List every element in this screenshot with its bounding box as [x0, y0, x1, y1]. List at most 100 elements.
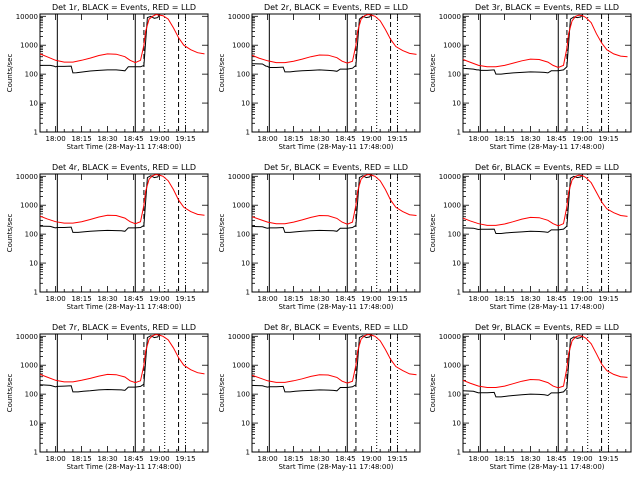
plot-frame — [39, 333, 209, 453]
y-tick-label: 1 — [34, 129, 38, 137]
detector-panel-9: Det 9r, BLACK = Events, RED = LLD 1 10 100 1… — [429, 323, 632, 471]
events-series-line — [40, 334, 160, 393]
y-tick-label: 1000 — [232, 42, 250, 50]
x-axis-title: Start Time (28-May-11 17:48:00) — [66, 463, 181, 471]
x-tick-label: 18:00 — [468, 135, 488, 143]
lld-series-line — [463, 335, 628, 389]
y-tick-label: 1 — [34, 289, 38, 297]
x-tick-label: 18:30 — [520, 135, 540, 143]
plot-frame — [251, 173, 421, 293]
plot-frame — [251, 13, 421, 133]
x-tick-label: 18:15 — [283, 455, 303, 463]
x-tick-label: 19:00 — [361, 295, 381, 303]
y-tick-label: 1 — [457, 289, 461, 297]
y-tick-label: 1 — [246, 449, 250, 457]
plot-frame — [462, 13, 632, 133]
x-tick-label: 18:00 — [257, 135, 277, 143]
y-tick-label: 10000 — [439, 333, 461, 341]
x-tick-label: 19:15 — [175, 455, 195, 463]
y-tick-label: 10000 — [228, 333, 250, 341]
y-axis-title: Counts/sec — [6, 374, 14, 413]
lld-series-line — [463, 14, 628, 69]
plot-frame — [462, 333, 632, 453]
x-tick-label: 18:30 — [520, 295, 540, 303]
x-tick-label: 18:30 — [97, 455, 117, 463]
y-tick-label: 10 — [241, 100, 250, 108]
y-tick-label: 1000 — [20, 42, 38, 50]
x-tick-label: 19:15 — [598, 455, 618, 463]
x-tick-label: 18:45 — [546, 455, 566, 463]
y-tick-label: 10000 — [16, 333, 38, 341]
y-tick-label: 10 — [29, 260, 38, 268]
x-tick-label: 18:45 — [335, 295, 355, 303]
x-axis-title: Start Time (28-May-11 17:48:00) — [489, 303, 604, 311]
y-axis-title: Counts/sec — [429, 214, 437, 253]
panel-title: Det 4r, BLACK = Events, RED = LLD — [52, 163, 196, 172]
x-tick-label: 19:00 — [149, 455, 169, 463]
x-axis-title: Start Time (28-May-11 17:48:00) — [278, 303, 393, 311]
lld-series-line — [252, 14, 417, 64]
y-tick-label: 1 — [457, 449, 461, 457]
y-tick-label: 10 — [452, 100, 461, 108]
x-tick-label: 18:15 — [283, 295, 303, 303]
x-tick-label: 18:15 — [494, 455, 514, 463]
panel-title: Det 5r, BLACK = Events, RED = LLD — [264, 163, 408, 172]
panel-title: Det 1r, BLACK = Events, RED = LLD — [52, 3, 196, 12]
x-tick-label: 18:45 — [123, 295, 143, 303]
y-axis-title: Counts/sec — [6, 54, 14, 93]
y-tick-label: 100 — [448, 231, 461, 239]
y-tick-label: 1 — [246, 129, 250, 137]
y-tick-label: 100 — [448, 391, 461, 399]
x-tick-label: 19:00 — [149, 135, 169, 143]
y-tick-label: 100 — [25, 231, 38, 239]
plot-frame — [39, 173, 209, 293]
panel-title: Det 3r, BLACK = Events, RED = LLD — [475, 3, 619, 12]
lld-series-line — [252, 334, 417, 384]
lld-series-line — [40, 14, 205, 64]
y-tick-label: 10 — [29, 100, 38, 108]
lld-series-line — [463, 174, 628, 227]
x-axis-title: Start Time (28-May-11 17:48:00) — [489, 143, 604, 151]
y-tick-label: 1000 — [232, 202, 250, 210]
detector-panel-5: Det 5r, BLACK = Events, RED = LLD 1 10 100 1… — [218, 163, 421, 311]
x-tick-label: 18:45 — [123, 455, 143, 463]
detector-panel-6: Det 6r, BLACK = Events, RED = LLD 1 10 100 1… — [429, 163, 632, 311]
y-tick-label: 100 — [237, 231, 250, 239]
plot-frame — [462, 173, 632, 293]
x-tick-label: 19:15 — [598, 295, 618, 303]
events-series-line — [252, 14, 372, 73]
plot-frame — [251, 333, 421, 453]
panel-title: Det 9r, BLACK = Events, RED = LLD — [475, 323, 619, 332]
y-tick-label: 1 — [34, 449, 38, 457]
y-axis-title: Counts/sec — [429, 54, 437, 93]
y-tick-label: 10 — [452, 260, 461, 268]
panel-title: Det 6r, BLACK = Events, RED = LLD — [475, 163, 619, 172]
x-axis-title: Start Time (28-May-11 17:48:00) — [278, 463, 393, 471]
x-tick-label: 19:15 — [175, 295, 195, 303]
y-tick-label: 100 — [237, 71, 250, 79]
detector-panel-7: Det 7r, BLACK = Events, RED = LLD 1 10 100 1… — [6, 323, 209, 471]
events-series-line — [252, 334, 372, 393]
x-tick-label: 19:15 — [387, 455, 407, 463]
y-tick-label: 10000 — [228, 173, 250, 181]
y-tick-label: 100 — [25, 71, 38, 79]
y-tick-label: 1000 — [443, 42, 461, 50]
y-tick-label: 10 — [241, 420, 250, 428]
y-tick-label: 1000 — [232, 362, 250, 370]
y-tick-label: 10000 — [439, 173, 461, 181]
events-series-line — [463, 174, 583, 234]
plot-frame — [39, 13, 209, 133]
y-axis-title: Counts/sec — [218, 374, 226, 413]
x-tick-label: 18:30 — [97, 135, 117, 143]
x-tick-label: 18:00 — [45, 455, 65, 463]
y-tick-label: 100 — [25, 391, 38, 399]
x-tick-label: 19:00 — [572, 295, 592, 303]
y-tick-label: 1000 — [443, 362, 461, 370]
y-tick-label: 10000 — [439, 13, 461, 21]
panel-title: Det 7r, BLACK = Events, RED = LLD — [52, 323, 196, 332]
x-tick-label: 18:15 — [71, 295, 91, 303]
panel-title: Det 8r, BLACK = Events, RED = LLD — [264, 323, 408, 332]
lld-series-line — [40, 334, 205, 384]
y-tick-label: 10000 — [16, 173, 38, 181]
